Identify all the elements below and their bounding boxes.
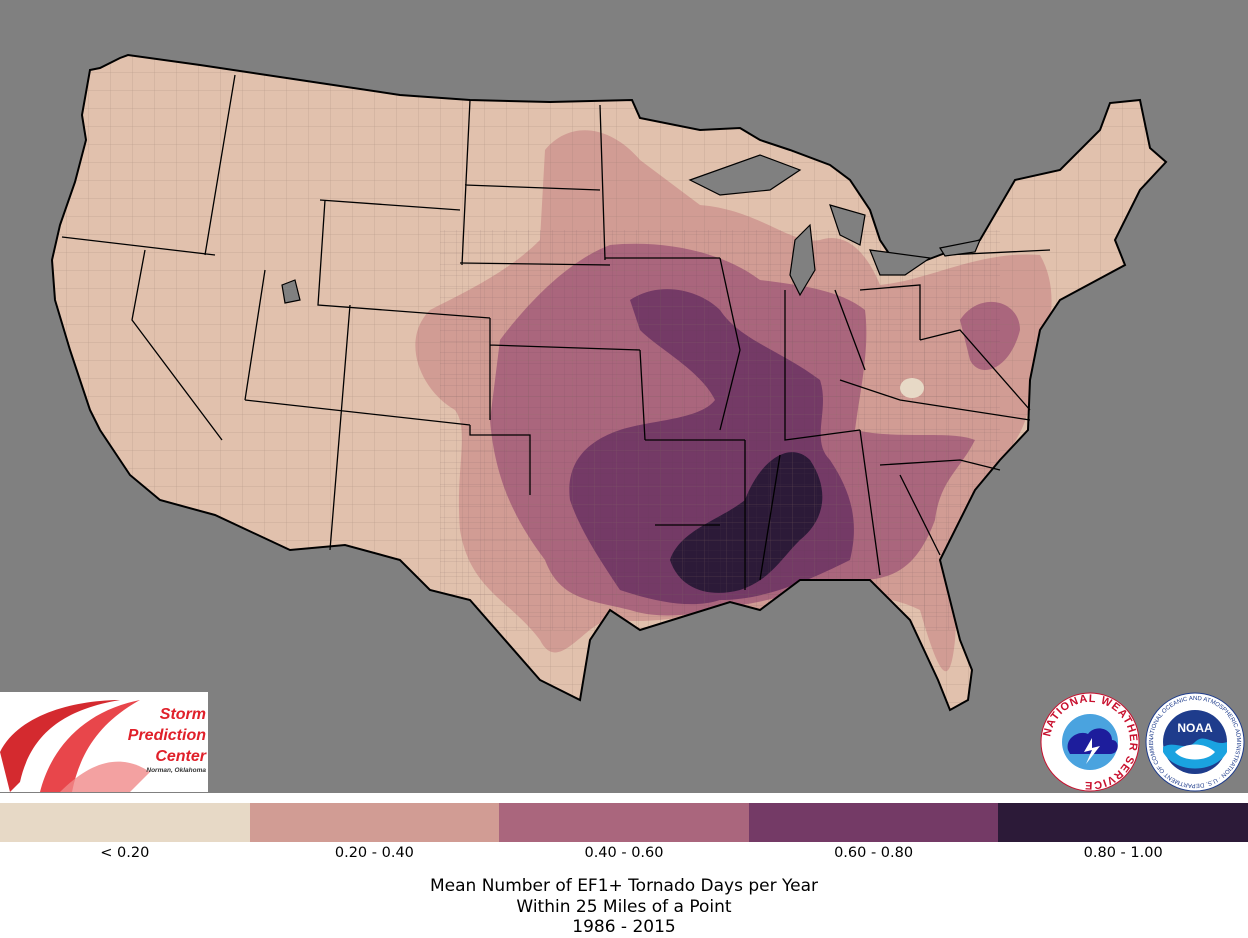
caption-title: Mean Number of EF1+ Tornado Days per Yea… <box>429 876 819 896</box>
us-map <box>50 53 1168 712</box>
state-boundaries <box>50 53 1168 712</box>
spc-title: Storm Prediction Center <box>127 706 206 765</box>
legend-label: 0.40 - 0.60 <box>584 845 664 861</box>
nws-emblem-icon: NATIONAL WEATHER SERVICE <box>1040 692 1140 792</box>
legend-swatch <box>748 803 999 842</box>
legend-swatch <box>0 803 250 842</box>
spc-swoosh-icon <box>0 700 150 792</box>
nws-logo: NATIONAL WEATHER SERVICE <box>1040 692 1140 792</box>
legend-labels: < 0.20 0.20 - 0.40 0.40 - 0.60 0.60 - 0.… <box>0 845 1248 861</box>
legend-color-bar <box>0 803 1248 842</box>
spc-location: Norman, Oklahoma <box>146 767 206 774</box>
legend-label: < 0.20 <box>100 845 150 861</box>
legend-swatch <box>998 803 1248 842</box>
map-panel: Storm Prediction Center Norman, Oklahoma… <box>0 0 1248 793</box>
legend-swatch <box>249 803 500 842</box>
caption-period: 1986 - 2015 <box>572 917 676 937</box>
legend-swatch <box>499 803 749 842</box>
great-lakes <box>281 154 981 304</box>
caption-subtitle: Within 25 Miles of a Point <box>516 896 732 917</box>
contour-low-spot <box>900 378 924 398</box>
noaa-wordmark: NOAA <box>1177 721 1213 735</box>
noaa-logo: NATIONAL OCEANIC AND ATMOSPHERIC ADMINIS… <box>1143 688 1245 792</box>
noaa-emblem-icon: NATIONAL OCEANIC AND ATMOSPHERIC ADMINIS… <box>1143 688 1245 792</box>
legend-label: 0.20 - 0.40 <box>334 845 414 861</box>
land-area <box>52 55 1166 710</box>
map-caption: Mean Number of EF1+ Tornado Days per Yea… <box>0 876 1248 938</box>
legend-label: 0.80 - 1.00 <box>1083 845 1163 861</box>
spc-logo: Storm Prediction Center Norman, Oklahoma <box>0 692 208 792</box>
legend-label: 0.60 - 0.80 <box>834 845 914 861</box>
